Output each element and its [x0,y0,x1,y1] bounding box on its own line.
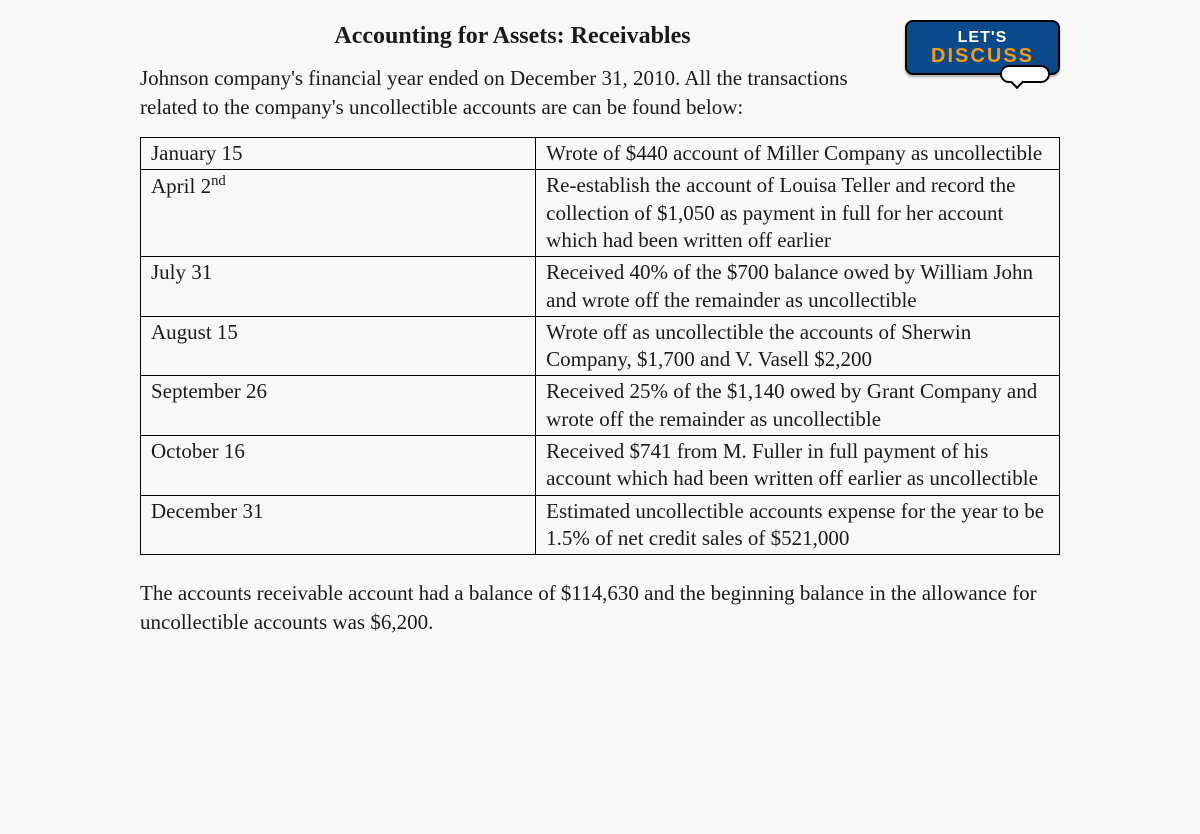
footer-text: The accounts receivable account had a ba… [140,579,1060,636]
description-cell: Wrote off as uncollectible the accounts … [536,316,1060,376]
intro-text: Johnson company's financial year ended o… [140,64,860,121]
table-row: August 15Wrote off as uncollectible the … [141,316,1060,376]
date-cell: December 31 [141,495,536,555]
description-cell: Received 25% of the $1,140 owed by Grant… [536,376,1060,436]
table-row: December 31Estimated uncollectible accou… [141,495,1060,555]
date-cell: July 31 [141,257,536,317]
description-cell: Re-establish the account of Louisa Telle… [536,170,1060,257]
table-row: January 15Wrote of $440 account of Mille… [141,138,1060,170]
lets-discuss-badge: LET'S DISCUSS [905,20,1060,75]
header-row: Accounting for Assets: Receivables Johns… [140,20,1060,121]
date-cell: October 16 [141,436,536,496]
date-cell: August 15 [141,316,536,376]
description-cell: Estimated uncollectible accounts expense… [536,495,1060,555]
table-row: October 16Received $741 from M. Fuller i… [141,436,1060,496]
table-row: April 2ndRe-establish the account of Lou… [141,170,1060,257]
speech-bubble-icon [1000,65,1050,83]
description-cell: Wrote of $440 account of Miller Company … [536,138,1060,170]
transactions-table: January 15Wrote of $440 account of Mille… [140,137,1060,555]
title-block: Accounting for Assets: Receivables Johns… [140,20,885,121]
date-cell: January 15 [141,138,536,170]
date-cell: September 26 [141,376,536,436]
page-title: Accounting for Assets: Receivables [140,20,885,52]
description-cell: Received 40% of the $700 balance owed by… [536,257,1060,317]
description-cell: Received $741 from M. Fuller in full pay… [536,436,1060,496]
table-row: July 31Received 40% of the $700 balance … [141,257,1060,317]
table-row: September 26Received 25% of the $1,140 o… [141,376,1060,436]
date-cell: April 2nd [141,170,536,257]
badge-line1: LET'S [958,30,1008,46]
badge-line2: DISCUSS [931,46,1034,66]
